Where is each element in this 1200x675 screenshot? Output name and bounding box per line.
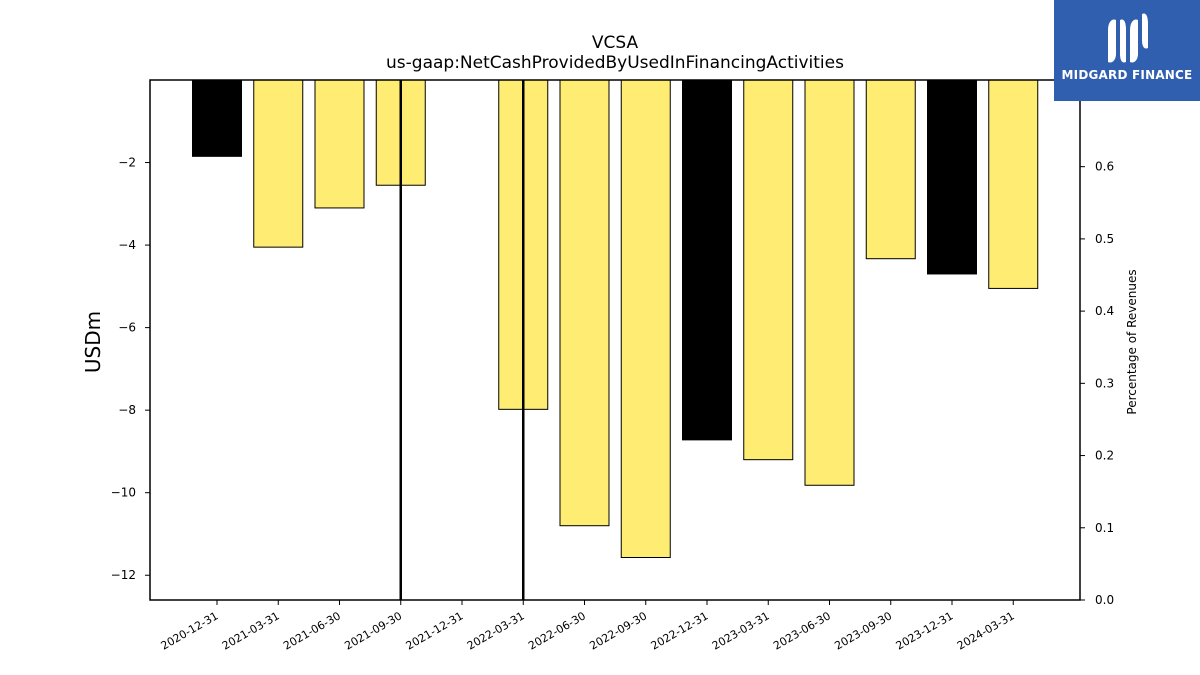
x-tick-label: 2021-12-31 xyxy=(404,609,466,652)
x-tick-label: 2022-03-31 xyxy=(465,609,527,652)
y2-tick-label: 0.6 xyxy=(1095,160,1114,174)
x-tick-label: 2021-06-30 xyxy=(281,609,343,652)
y-tick-label: −10 xyxy=(111,486,136,500)
bar-2020-12-31 xyxy=(192,79,242,157)
vertical-lines-group xyxy=(399,80,525,600)
y2-tick-label: 0.3 xyxy=(1095,376,1114,390)
x-tick-label: 2022-09-30 xyxy=(587,609,649,652)
y-tick-label: −2 xyxy=(118,156,136,170)
bar-2024-03-31 xyxy=(988,79,1039,289)
x-tick-label: 2023-06-30 xyxy=(771,609,833,652)
bar-2023-06-30 xyxy=(804,79,855,486)
bar-2022-12-31 xyxy=(682,79,732,441)
bar-2021-06-30 xyxy=(314,79,365,209)
y2-tick-label: 0.4 xyxy=(1095,304,1114,318)
y2-axis-ticks: 0.0 0.1 0.2 0.3 0.4 0.5 0.6 xyxy=(1080,160,1114,607)
x-tick-label: 2023-09-30 xyxy=(832,609,894,652)
y2-axis-label: Percentage of Revenues xyxy=(1125,269,1139,414)
y-tick-label: −12 xyxy=(111,568,136,582)
brand-logo: MIDGARD FINANCE xyxy=(1054,0,1200,101)
x-tick-label: 2023-03-31 xyxy=(710,609,772,652)
x-tick-label: 2020-12-31 xyxy=(159,609,221,652)
plot-frame xyxy=(149,79,1081,601)
bar-2023-03-31 xyxy=(743,79,794,461)
logo-text: MIDGARD FINANCE xyxy=(1061,68,1193,82)
bar-2023-09-30 xyxy=(865,79,916,260)
y-axis-label: USDm xyxy=(81,311,105,373)
y2-tick-label: 0.0 xyxy=(1095,593,1114,607)
x-tick-label: 2021-03-31 xyxy=(220,609,282,652)
chart-title: VCSA xyxy=(592,33,639,53)
x-tick-label: 2022-12-31 xyxy=(649,609,711,652)
x-tick-label: 2022-06-30 xyxy=(526,609,588,652)
y-tick-label: −8 xyxy=(118,403,136,417)
logo-mark-icon xyxy=(1108,13,1148,63)
x-tick-label: 2023-12-31 xyxy=(894,609,956,652)
chart-subtitle: us-gaap:NetCashProvidedByUsedInFinancing… xyxy=(386,53,844,73)
y2-tick-label: 0.1 xyxy=(1095,521,1114,535)
bar-2022-06-30 xyxy=(559,79,610,527)
y-tick-label: −4 xyxy=(118,238,136,252)
y2-tick-label: 0.2 xyxy=(1095,449,1114,463)
y2-tick-label: 0.5 xyxy=(1095,232,1114,246)
bars-group xyxy=(192,79,1039,558)
x-tick-label: 2021-09-30 xyxy=(342,609,404,652)
x-axis-ticks: 2020-12-31 2021-03-31 2021-06-30 2021-09-30… xyxy=(159,600,1017,653)
bar-2022-09-30 xyxy=(620,79,671,558)
y-tick-label: −6 xyxy=(118,321,136,335)
y-axis-ticks: −2 −4 −6 −8 −10 −12 xyxy=(111,156,150,582)
bar-2023-12-31 xyxy=(927,79,977,275)
x-tick-label: 2024-03-31 xyxy=(955,609,1017,652)
bar-2021-03-31 xyxy=(253,79,304,248)
